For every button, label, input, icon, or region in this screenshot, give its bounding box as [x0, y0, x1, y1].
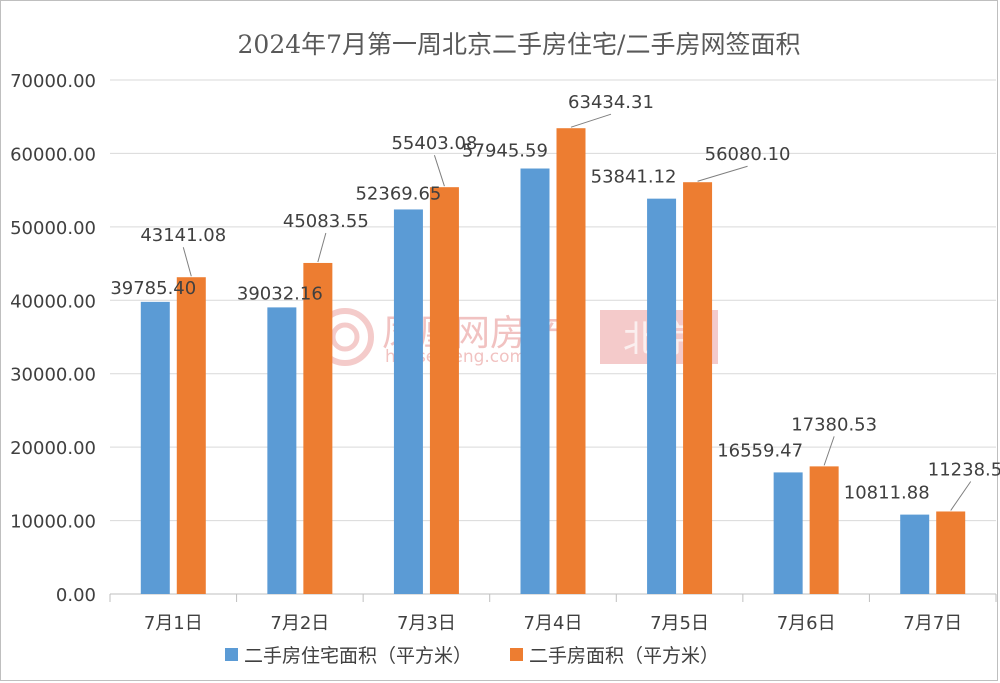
- bar-residential: [520, 168, 550, 595]
- label-leader-line: [697, 165, 748, 182]
- data-label: 17380.53: [791, 414, 877, 435]
- data-label: 39785.40: [110, 278, 196, 299]
- data-label: 53841.12: [591, 167, 677, 188]
- data-labels: 39785.40 43141.08 39032.16 45083.55 52369.65…: [110, 92, 1000, 511]
- data-label: 56080.10: [705, 144, 791, 165]
- bar-residential: [393, 209, 423, 594]
- label-leader-line: [950, 481, 972, 511]
- bars: [140, 128, 966, 595]
- label-leader-line: [433, 155, 445, 187]
- bar-total: [176, 277, 206, 594]
- data-label: 10811.88: [844, 483, 930, 504]
- y-tick-label: 0.00: [56, 585, 96, 606]
- label-leader-line: [317, 232, 327, 263]
- chart-title: 2024年7月第一周北京二手房住宅/二手房网签面积: [238, 30, 801, 59]
- y-tick-label: 10000.00: [10, 512, 96, 533]
- x-tick-label: 7月5日: [650, 613, 709, 634]
- y-tick-label: 20000.00: [10, 438, 96, 459]
- y-tick-label: 30000.00: [10, 365, 96, 386]
- x-tick-label: 7月4日: [524, 613, 583, 634]
- bar-residential: [900, 514, 930, 594]
- bar-total: [936, 511, 966, 594]
- bar-total: [809, 466, 839, 594]
- x-tick-label: 7月6日: [777, 613, 836, 634]
- y-tick-label: 60000.00: [10, 144, 96, 165]
- bar-total: [683, 182, 713, 594]
- data-label: 55403.08: [391, 133, 477, 154]
- y-axis: 0.00 10000.00 20000.00 30000.00 40000.00 5000…: [10, 71, 96, 606]
- x-tick-label: 7月3日: [397, 613, 456, 634]
- x-tick-label: 7月7日: [903, 613, 962, 634]
- data-label: 57945.59: [462, 141, 548, 162]
- legend-label: 二手房住宅面积（平方米）: [244, 645, 472, 667]
- data-label: 16559.47: [717, 440, 803, 461]
- y-tick-label: 40000.00: [10, 291, 96, 312]
- bar-total: [556, 128, 586, 594]
- bar-total: [303, 262, 333, 594]
- label-leader-line: [182, 247, 192, 277]
- label-leader-line: [823, 436, 835, 466]
- legend-label: 二手房面积（平方米）: [529, 645, 719, 667]
- x-tick-label: 7月1日: [144, 613, 203, 634]
- x-tick-label: 7月2日: [270, 613, 329, 634]
- bar-total: [429, 187, 459, 594]
- legend-swatch: [510, 648, 523, 661]
- data-label: 45083.55: [283, 211, 369, 232]
- bar-residential: [773, 472, 803, 594]
- bar-residential: [267, 307, 297, 594]
- legend-swatch: [225, 648, 238, 661]
- label-leader-line: [570, 113, 612, 128]
- data-label: 43141.08: [140, 225, 226, 246]
- bar-residential: [140, 301, 170, 594]
- x-axis: 7月1日 7月2日 7月3日 7月4日 7月5日 7月6日 7月7日: [109, 593, 997, 634]
- data-label: 52369.65: [355, 183, 441, 204]
- data-label: 11238.54: [928, 459, 1000, 480]
- y-tick-label: 70000.00: [10, 71, 96, 92]
- legend: 二手房住宅面积（平方米） 二手房面积（平方米）: [225, 645, 719, 667]
- gridlines: [110, 79, 996, 522]
- y-tick-label: 50000.00: [10, 218, 96, 239]
- data-label: 39032.16: [237, 283, 323, 304]
- data-label: 63434.31: [568, 92, 654, 113]
- bar-residential: [647, 198, 677, 594]
